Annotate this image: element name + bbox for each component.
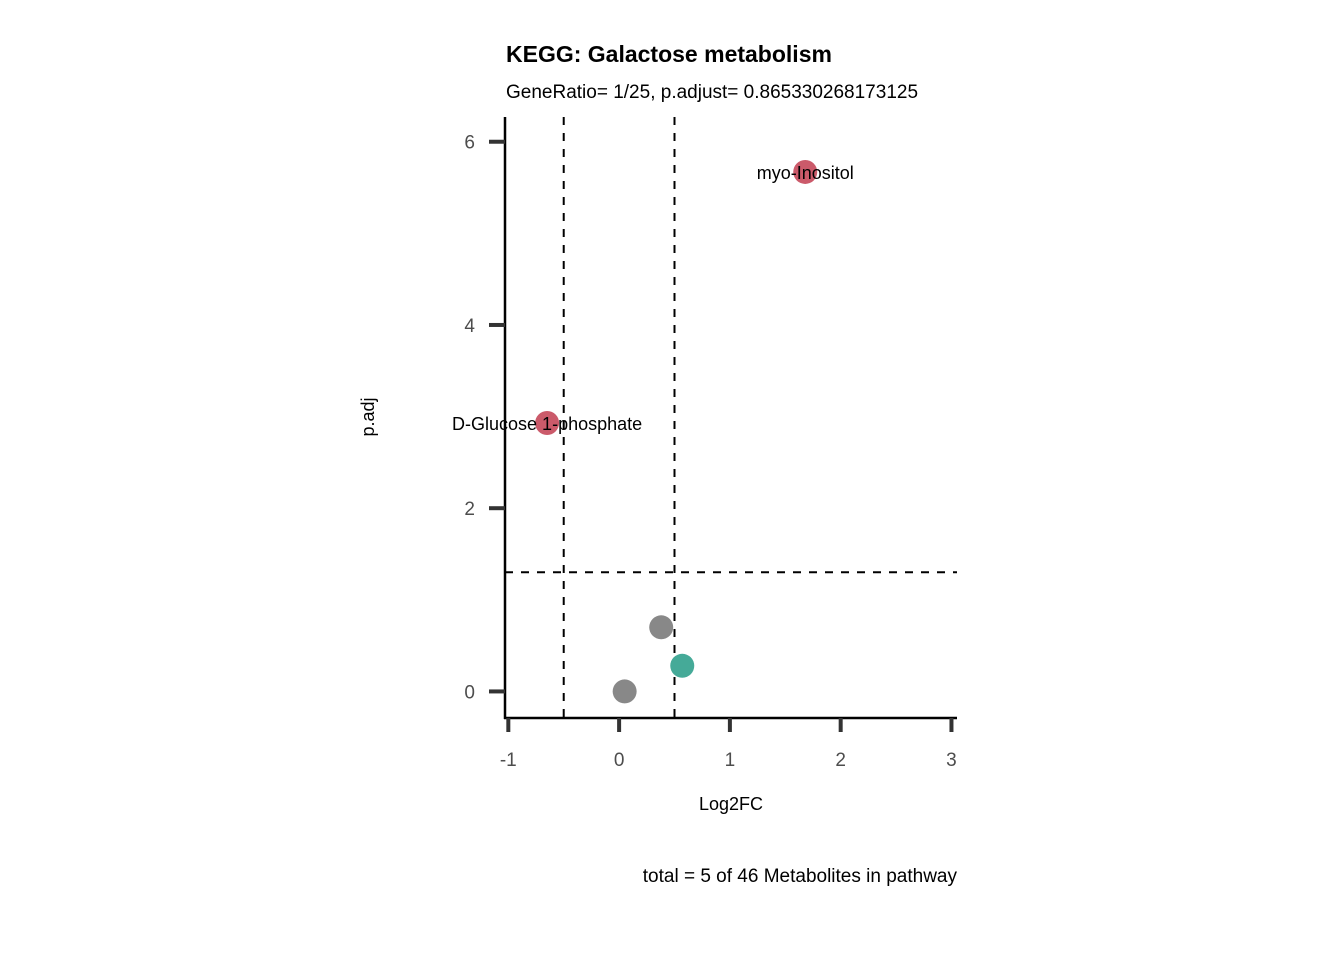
y-tick-label: 2 (464, 499, 475, 520)
point-label: D-Glucose 1-phosphate (452, 414, 642, 434)
x-tick-label: 3 (946, 750, 957, 771)
data-point (649, 615, 674, 640)
x-axis-label: Log2FC (699, 794, 763, 814)
data-point (793, 159, 818, 184)
data-point (535, 410, 560, 435)
axes: -1 0 1 2 3 0 2 4 6 (464, 117, 957, 771)
y-tick-label: 6 (464, 133, 475, 154)
y-tick-label: 0 (464, 682, 475, 703)
data-point (670, 653, 695, 678)
x-tick-label: -1 (500, 750, 517, 771)
data-points: myo-Inositol D-Glucose 1-phosphate (452, 159, 854, 704)
point-label: myo-Inositol (757, 163, 854, 183)
x-tick-label: 0 (614, 750, 625, 771)
x-tick-label: 1 (725, 750, 736, 771)
y-axis-label: p.adj (358, 397, 378, 436)
chart-subtitle: GeneRatio= 1/25, p.adjust= 0.86533026817… (506, 82, 918, 103)
threshold-lines (505, 117, 957, 718)
caption: total = 5 of 46 Metabolites in pathway (643, 866, 958, 887)
data-point (612, 679, 637, 704)
x-tick-label: 2 (835, 750, 846, 771)
chart-title: KEGG: Galactose metabolism (506, 41, 832, 67)
y-tick-label: 4 (464, 316, 475, 337)
